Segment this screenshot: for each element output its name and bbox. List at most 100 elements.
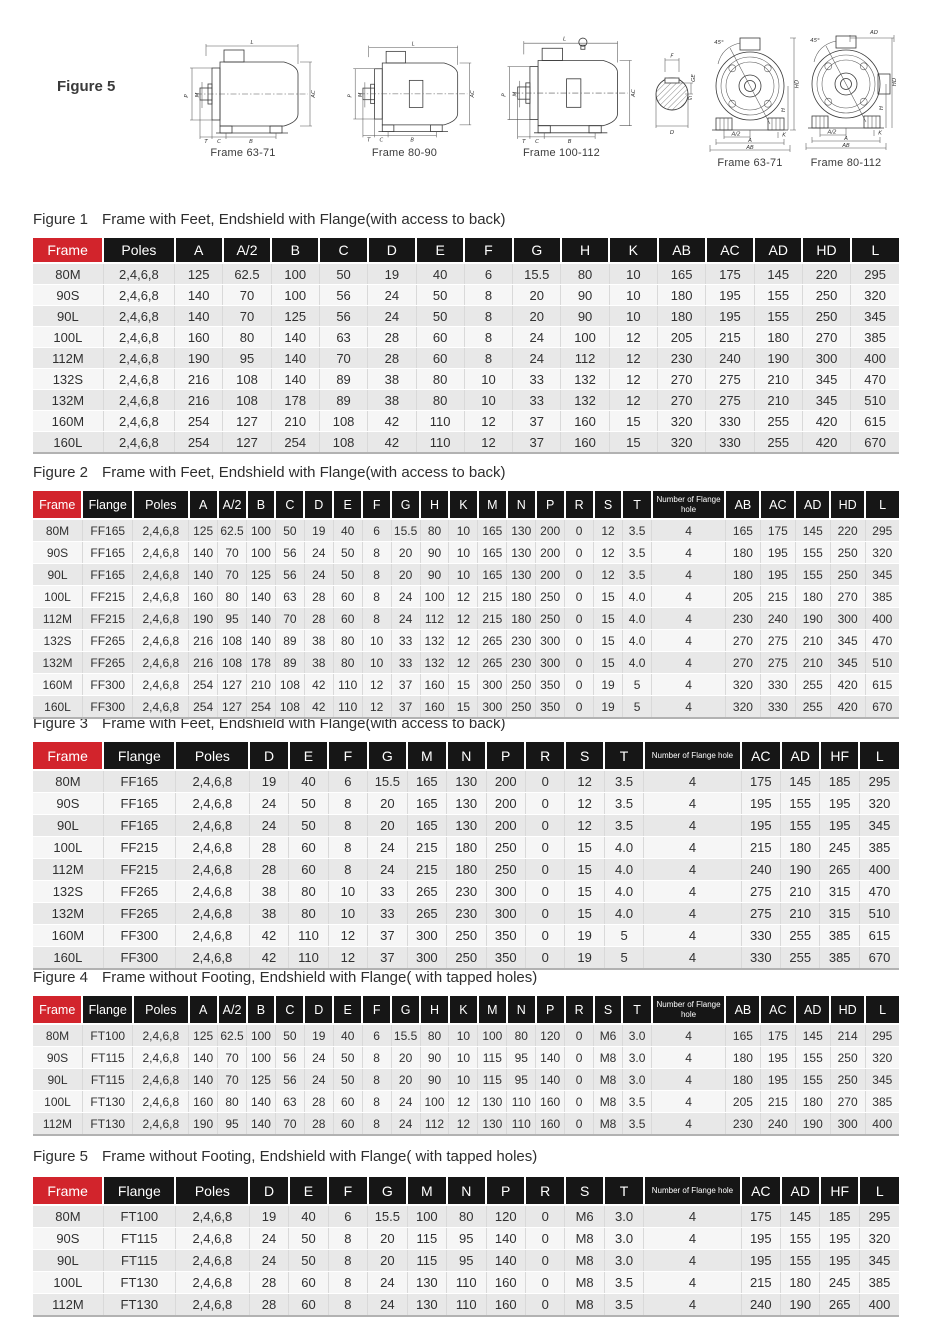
col-header-a: A xyxy=(188,491,219,520)
dim-cell: 180 xyxy=(795,1090,831,1113)
dim-cell: 470 xyxy=(865,629,899,652)
dim-cell: 180 xyxy=(725,563,761,586)
col-header-m: M xyxy=(407,742,448,771)
dim-cell: 50 xyxy=(288,1227,329,1250)
dim-cell: 180 xyxy=(725,541,761,564)
figure1-title: Figure 1 Frame with Feet, Endshield with … xyxy=(33,211,506,228)
dim-cell: 350 xyxy=(535,673,566,696)
frame-cell: 80M xyxy=(33,770,104,793)
dim-cell: 33 xyxy=(391,651,421,674)
dim-label-L: L xyxy=(563,37,566,43)
dim-cell: 140 xyxy=(535,1068,566,1091)
dim-cell: 195 xyxy=(705,284,755,306)
header-row: Frame Poles A A/2 B C D E F G H K AB AC AD HD L xyxy=(33,238,899,264)
dim-cell: 615 xyxy=(859,924,899,947)
dim-cell: 28 xyxy=(249,1293,290,1317)
col-header-f: F xyxy=(328,742,369,771)
col-header-number-of-flange-hole: Number of Flange hole xyxy=(643,1177,743,1206)
dim-cell: FF215 xyxy=(103,836,176,859)
dim-cell: 420 xyxy=(830,673,866,696)
col-header-d: D xyxy=(304,996,335,1025)
col-header-g: G xyxy=(367,1177,409,1206)
motor-side-view-frame-63-71: L P M AC T C B xyxy=(168,38,318,144)
dim-cell: 300 xyxy=(407,946,448,970)
col-header-h: H xyxy=(560,238,611,264)
dim-cell: 70 xyxy=(217,1068,247,1091)
dim-cell: 240 xyxy=(741,858,782,881)
dim-cell: 320 xyxy=(859,792,899,815)
dim-cell: 4 xyxy=(643,858,742,881)
table-row: 112M FF215 2,4,6,8 190 95 140 70 28 60 8 24 112 12 21… xyxy=(33,607,899,630)
dim-cell: 270 xyxy=(657,368,707,390)
dim-cell: 195 xyxy=(760,1068,796,1091)
dim-cell: 132 xyxy=(420,651,450,674)
col-header-flange: Flange xyxy=(103,742,177,771)
col-header-ad: AD xyxy=(795,491,832,520)
dim-cell: FF165 xyxy=(103,770,176,793)
table-row: 90S FT115 2,4,6,8 140 70 100 56 24 50 8 20 90 10 115 9… xyxy=(33,1046,899,1069)
dim-cell: 200 xyxy=(535,541,566,564)
dim-cell: 140 xyxy=(246,607,276,630)
col-header-a: A xyxy=(188,996,219,1025)
dim-cell: 180 xyxy=(657,284,707,306)
table-row: 90L FF165 2,4,6,8 24 50 8 20 165 130 200 0 12 3.5 4 19… xyxy=(33,814,899,837)
dim-cell: 215 xyxy=(760,1090,796,1113)
dim-cell: 0 xyxy=(564,519,595,542)
dim-cell: 80 xyxy=(288,880,329,903)
dim-cell: 230 xyxy=(446,880,487,903)
dim-cell: 265 xyxy=(407,902,448,925)
dim-cell: 215 xyxy=(407,858,448,881)
dim-cell: 115 xyxy=(407,1227,448,1250)
header-row: Frame Flange Poles A A/2 B C D E F G H K M N P R S T Number… xyxy=(33,491,899,520)
dim-cell: 3.5 xyxy=(622,1090,653,1113)
dim-cell: 28 xyxy=(249,858,290,881)
table-row: 160L FF300 2,4,6,8 254 127 254 108 42 110 12 37 160… xyxy=(33,695,899,719)
dim-cell: 6 xyxy=(328,770,369,793)
dim-cell: 4 xyxy=(643,924,742,947)
dim-cell: 4.0 xyxy=(604,880,645,903)
dim-cell: 160 xyxy=(188,1090,219,1113)
dim-cell: 20 xyxy=(391,563,421,586)
dim-cell: 50 xyxy=(333,1068,363,1091)
dim-cell: 216 xyxy=(188,629,219,652)
header-row: Frame Flange Poles D E F G M N P R S T Number of Flan… xyxy=(33,1177,899,1206)
table-row: 100L FF215 2,4,6,8 160 80 140 63 28 60 8 24 100 12 21… xyxy=(33,585,899,608)
col-header-d: D xyxy=(367,238,418,264)
dim-cell: 345 xyxy=(859,814,899,837)
dim-cell: 175 xyxy=(760,1024,796,1047)
dim-cell: 42 xyxy=(249,924,290,947)
dim-cell: 330 xyxy=(705,410,755,432)
dim-cell: 4 xyxy=(651,1090,726,1113)
dim-cell: FF265 xyxy=(103,902,176,925)
dim-cell: 4 xyxy=(651,673,726,696)
dim-cell: 175 xyxy=(760,519,796,542)
dim-label-P: P xyxy=(184,94,190,98)
dim-cell: 24 xyxy=(512,326,562,348)
dim-cell: 60 xyxy=(288,858,329,881)
dim-cell: 195 xyxy=(819,1249,860,1272)
dim-cell: 125 xyxy=(271,305,320,327)
dim-cell: 4 xyxy=(643,1293,742,1317)
dim-cell: FT130 xyxy=(82,1090,134,1113)
dim-cell: 100 xyxy=(246,1024,276,1047)
dim-cell: FT115 xyxy=(103,1227,176,1250)
dim-cell: 3.0 xyxy=(604,1249,645,1272)
dim-cell: 2,4,6,8 xyxy=(175,924,250,947)
dim-cell: 5 xyxy=(604,924,645,947)
dim-cell: 112 xyxy=(560,347,610,369)
dim-cell: 2,4,6,8 xyxy=(132,1024,190,1047)
dim-cell: 8 xyxy=(464,326,514,348)
dim-cell: 0 xyxy=(564,651,595,674)
page-figure-label: Figure 5 xyxy=(57,78,116,95)
dim-cell: 100 xyxy=(420,1090,450,1113)
dim-cell: 125 xyxy=(246,563,276,586)
drawing-caption-front-80-112: Frame 80-112 xyxy=(810,157,882,169)
dim-cell: 155 xyxy=(754,284,803,306)
col-header-ad: AD xyxy=(780,742,821,771)
dim-cell: 2,4,6,8 xyxy=(132,541,190,564)
dim-cell: 165 xyxy=(477,519,508,542)
frame-cell: 100L xyxy=(33,1090,83,1113)
dim-cell: 180 xyxy=(657,305,707,327)
dim-cell: 4 xyxy=(643,814,742,837)
dim-cell: FT100 xyxy=(82,1024,134,1047)
